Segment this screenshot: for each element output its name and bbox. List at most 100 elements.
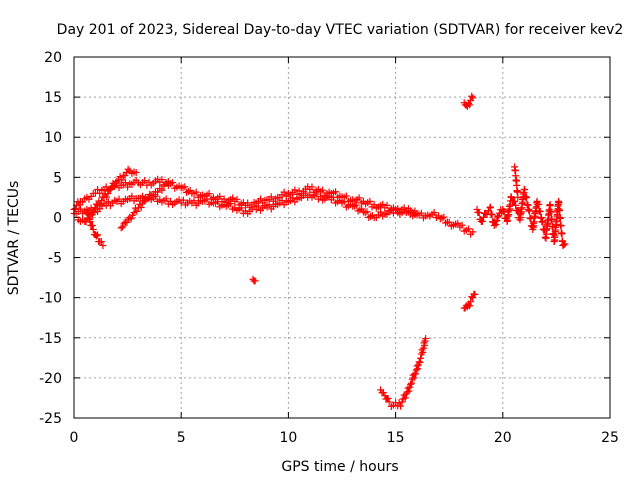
data-point (492, 221, 500, 229)
data-point (493, 217, 501, 225)
data-point (454, 219, 462, 227)
data-point (325, 192, 333, 200)
data-point (398, 398, 406, 406)
data-point (93, 232, 101, 240)
data-point (203, 195, 211, 203)
data-point (527, 215, 535, 223)
data-point (214, 198, 222, 206)
data-point (414, 365, 422, 373)
data-point (164, 181, 172, 189)
data-point (169, 179, 177, 187)
data-point (351, 202, 359, 210)
data-point (110, 182, 118, 190)
data-point (410, 374, 418, 382)
data-point (471, 290, 479, 298)
data-point (302, 189, 310, 197)
data-point (127, 215, 135, 223)
data-point (405, 387, 413, 395)
data-point (556, 214, 564, 222)
data-point (119, 223, 127, 231)
data-point (190, 197, 198, 205)
data-point (90, 207, 98, 215)
data-point (342, 192, 350, 200)
data-point (469, 228, 477, 236)
data-point (539, 218, 547, 226)
data-point (560, 241, 568, 249)
data-point (557, 222, 565, 230)
data-point (412, 366, 420, 374)
data-point (115, 195, 123, 203)
data-point (466, 101, 474, 109)
data-point (445, 218, 453, 226)
data-point (308, 183, 316, 191)
data-point (464, 225, 472, 233)
data-point (227, 200, 235, 208)
data-point (205, 190, 213, 198)
data-point (555, 199, 563, 207)
data-point (94, 185, 102, 193)
data-point (179, 196, 187, 204)
data-point (88, 211, 96, 219)
data-point (521, 186, 529, 194)
data-point (511, 197, 519, 205)
data-series (511, 163, 522, 201)
data-point (181, 183, 189, 191)
x-tick-label: 25 (601, 430, 619, 446)
data-point (99, 242, 107, 250)
y-tick-label: 15 (44, 90, 62, 106)
y-tick-label: 20 (44, 50, 62, 66)
data-point (121, 179, 129, 187)
data-point (407, 379, 415, 387)
data-point (478, 217, 486, 225)
y-tick-label: 10 (44, 130, 62, 146)
data-point (88, 222, 96, 230)
data-point (137, 203, 145, 211)
data-point (332, 188, 340, 196)
y-tick-label: -10 (39, 291, 62, 307)
data-point (158, 186, 166, 194)
x-tick-label: 15 (387, 430, 405, 446)
data-point (158, 176, 166, 184)
data-point (401, 394, 409, 402)
data-point (116, 173, 124, 181)
data-point (104, 190, 112, 198)
data-point (415, 358, 423, 366)
data-point (490, 221, 498, 229)
data-point (442, 219, 450, 227)
data-point (363, 208, 371, 216)
x-axis-ticks: 0 5 10 15 20 25 (70, 57, 619, 446)
data-point (162, 195, 170, 203)
x-tick-label: 5 (177, 430, 186, 446)
data-point (467, 298, 475, 306)
data-point (132, 169, 140, 177)
data-point (379, 200, 387, 208)
x-tick-label: 20 (494, 430, 512, 446)
x-tick-label: 10 (279, 430, 297, 446)
data-point (103, 193, 111, 201)
data-point (192, 188, 200, 196)
data-point (113, 177, 121, 185)
y-tick-label: -5 (48, 251, 62, 267)
data-point (377, 208, 385, 216)
data-point (128, 192, 136, 200)
data-series (117, 179, 172, 232)
chart-title: Day 201 of 2023, Sidereal Day-to-day VTE… (57, 22, 624, 38)
data-point (143, 195, 151, 203)
data-point (265, 201, 273, 209)
data-point (383, 201, 391, 209)
x-tick-label: 0 (70, 430, 79, 446)
data-point (121, 171, 129, 179)
data-point (430, 209, 438, 217)
data-point (352, 201, 360, 209)
data-point (385, 398, 393, 406)
data-point (514, 193, 522, 201)
data-point (547, 208, 555, 216)
data-point (254, 202, 262, 210)
data-point (370, 201, 378, 209)
data-point (317, 193, 325, 201)
y-tick-label: -15 (39, 331, 62, 347)
data-point (367, 213, 375, 221)
data-series (83, 205, 107, 250)
data-series (460, 290, 479, 312)
data-series (249, 275, 259, 285)
